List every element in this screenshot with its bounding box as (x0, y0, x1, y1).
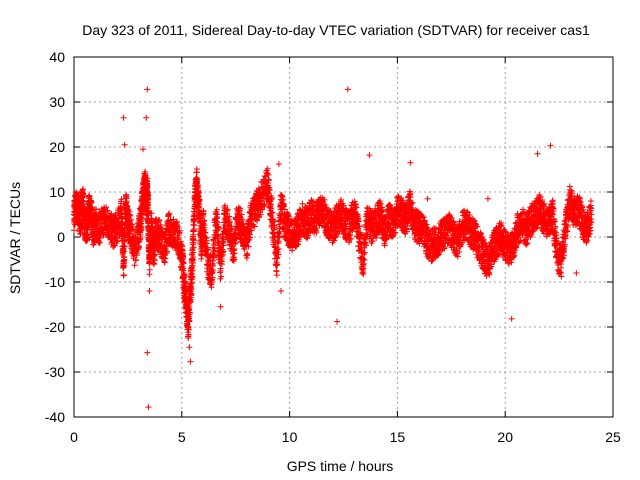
data-point (144, 175, 151, 182)
data-point (363, 204, 370, 211)
data-point (132, 256, 139, 263)
y-tick-label: -40 (45, 409, 65, 425)
x-tick-label: 15 (390, 429, 406, 445)
data-point (121, 243, 128, 250)
data-point (244, 252, 251, 259)
y-tick-label: -20 (45, 319, 65, 335)
data-point (131, 262, 138, 269)
data-point (80, 193, 87, 200)
data-points (71, 86, 595, 411)
data-point (123, 198, 130, 205)
data-point (104, 207, 111, 214)
data-point (118, 196, 125, 203)
x-tick-label: 10 (282, 429, 298, 445)
data-point (77, 230, 84, 237)
y-tick-label: 0 (57, 229, 65, 245)
data-point (274, 262, 281, 269)
data-point (121, 248, 128, 255)
data-point (299, 200, 306, 207)
y-tick-label: 30 (49, 94, 65, 110)
data-point (128, 216, 135, 223)
data-point (127, 212, 134, 219)
x-tick-label: 25 (605, 429, 621, 445)
data-point (120, 271, 127, 278)
data-point (129, 221, 136, 228)
data-point (108, 239, 115, 246)
y-tick-label: -10 (45, 274, 65, 290)
data-point (145, 209, 152, 216)
data-point (219, 261, 226, 268)
axes: 0 5 10 15 20 25 -40 -30 -20 -10 0 10 20 30 40 (45, 49, 621, 445)
data-point (113, 238, 120, 245)
data-point (121, 257, 128, 264)
x-tick-label: 0 (70, 429, 78, 445)
data-point (126, 211, 133, 218)
y-tick-label: -30 (45, 364, 65, 380)
data-point (89, 204, 96, 211)
data-point (193, 166, 200, 173)
data-point (138, 223, 145, 230)
data-point (146, 266, 153, 273)
data-point (112, 234, 119, 241)
y-tick-label: 40 (49, 49, 65, 65)
data-point (93, 206, 100, 213)
data-point (273, 272, 280, 279)
data-point (133, 252, 140, 259)
data-point (71, 227, 77, 234)
x-tick-label: 5 (178, 429, 186, 445)
data-point (88, 199, 95, 206)
y-tick-label: 10 (49, 184, 65, 200)
y-tick-label: 20 (49, 139, 65, 155)
chart-title: Day 323 of 2011, Sidereal Day-to-day VTE… (82, 22, 590, 38)
data-point (103, 204, 110, 211)
x-tick-label: 20 (497, 429, 513, 445)
